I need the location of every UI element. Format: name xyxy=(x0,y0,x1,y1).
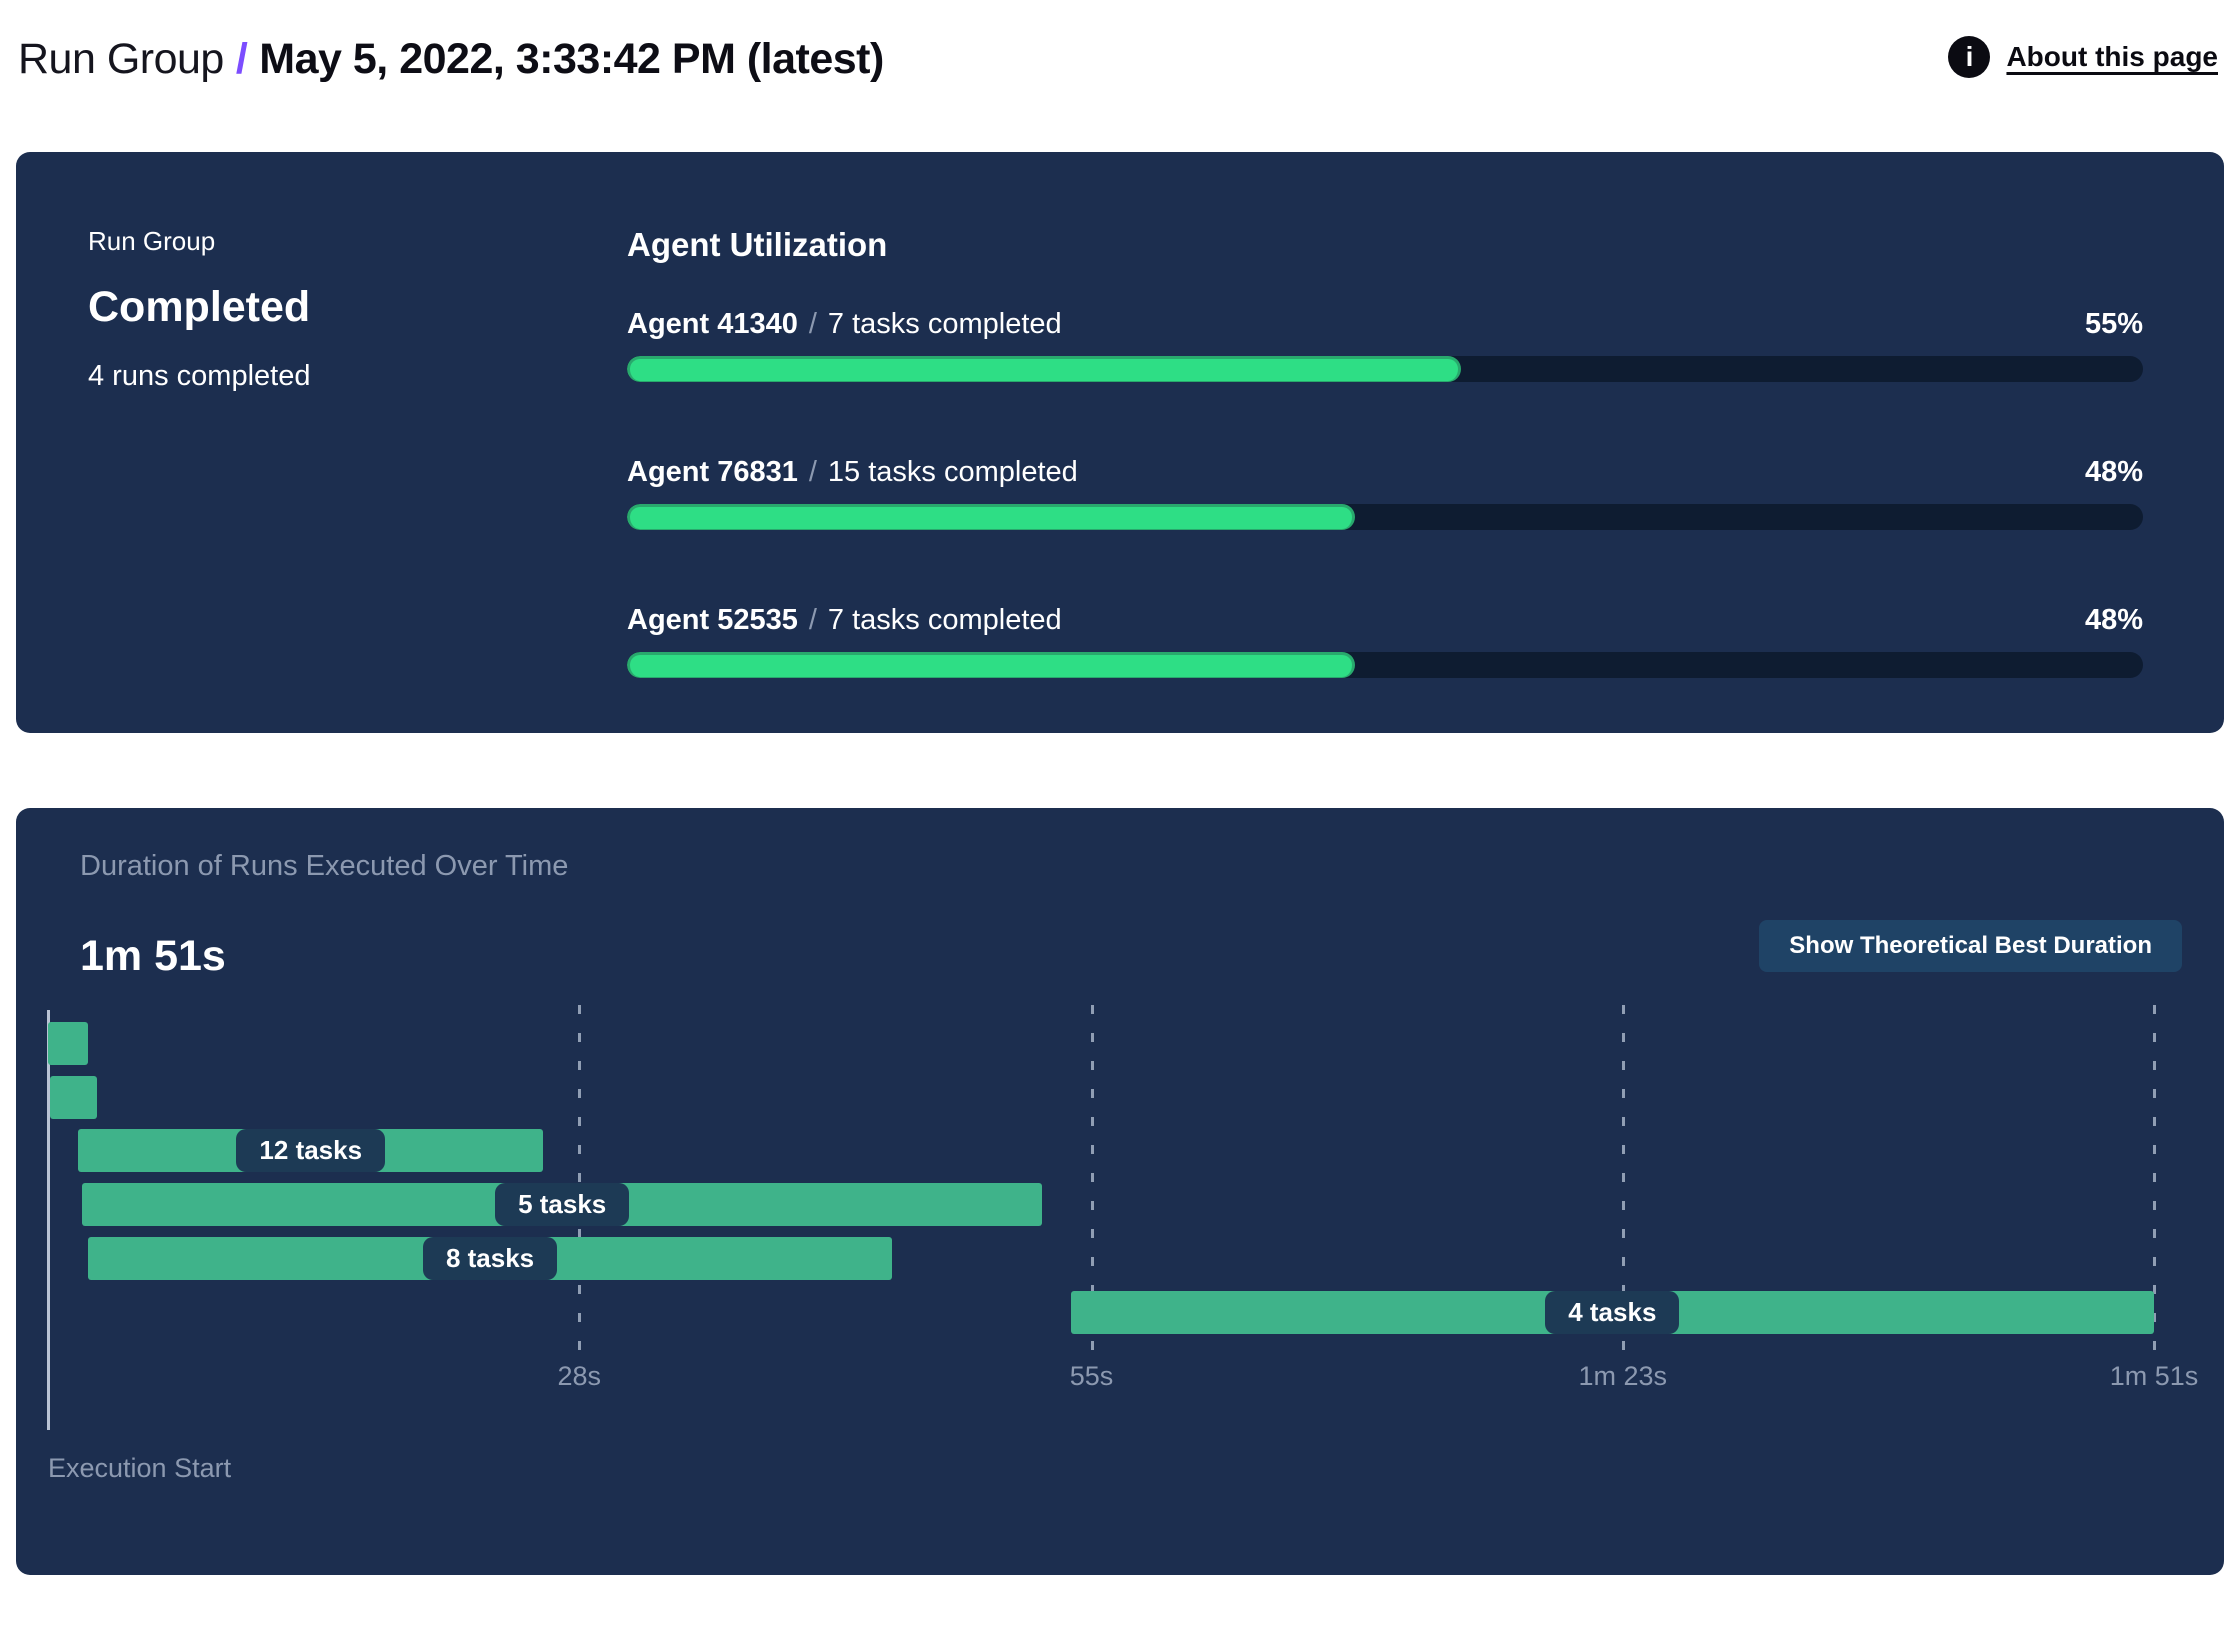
agent-label-line: Agent 52535 / 7 tasks completed 48% xyxy=(627,604,2143,637)
agent-utilization-heading: Agent Utilization xyxy=(627,226,888,263)
gantt-plot: 28s 55s 1m 23s 1m 51s 12 tasks 5 tasks 8 tasks… xyxy=(47,1005,2198,1435)
agent-utilization-percent: 55% xyxy=(2084,308,2143,340)
agent-utilization-fill xyxy=(627,356,1461,382)
time-tick-label: 28s xyxy=(557,1361,602,1391)
run-group-status: Completed xyxy=(88,283,311,331)
time-tick-label: 1m 23s xyxy=(1578,1361,1668,1391)
time-gridline xyxy=(1090,1005,1094,1353)
run-duration-bar[interactable] xyxy=(49,1075,98,1119)
breadcrumb-root: Run Group xyxy=(18,34,224,83)
agent-name: Agent 52535 xyxy=(627,604,798,636)
agent-row: Agent 52535 / 7 tasks completed 48% xyxy=(627,604,2143,678)
agent-utilization-track xyxy=(627,504,2143,530)
agent-utilization-section: Agent Utilization Agent 41340 / 7 tasks co… xyxy=(627,226,2143,733)
execution-start-label: Execution Start xyxy=(48,1453,232,1483)
run-duration-bar[interactable]: 12 tasks xyxy=(78,1129,544,1173)
run-duration-bar[interactable]: 4 tasks xyxy=(1070,1290,2154,1334)
agent-separator: / xyxy=(808,604,817,636)
agent-utilization-percent: 48% xyxy=(2084,456,2143,488)
time-tick-label: 55s xyxy=(1069,1361,1114,1391)
breadcrumb-separator: / xyxy=(235,34,248,83)
duration-chart-title: Duration of Runs Executed Over Time xyxy=(80,850,569,882)
agent-utilization-fill xyxy=(627,652,1355,678)
agent-row: Agent 76831 / 15 tasks completed 48% xyxy=(627,456,2143,530)
time-gridline xyxy=(1621,1005,1625,1353)
agent-separator: / xyxy=(808,308,817,340)
about-this-page[interactable]: i About this page xyxy=(1948,36,2218,78)
time-gridline xyxy=(578,1005,582,1353)
agent-tasks-completed: 7 tasks completed xyxy=(827,308,1062,340)
agent-utilization-percent: 48% xyxy=(2084,604,2143,636)
page-title: May 5, 2022, 3:33:42 PM (latest) xyxy=(259,34,884,83)
run-group-status-card: Run Group Completed 4 runs completed Age… xyxy=(16,152,2224,733)
about-page-link[interactable]: About this page xyxy=(2006,41,2218,72)
run-group-status-column: Run Group Completed 4 runs completed xyxy=(88,226,627,733)
agent-utilization-track xyxy=(627,356,2143,382)
breadcrumb: Run Group / May 5, 2022, 3:33:42 PM (lates… xyxy=(18,35,884,84)
run-duration-bar[interactable]: 5 tasks xyxy=(82,1183,1043,1227)
agent-separator: / xyxy=(808,456,817,488)
time-gridline xyxy=(2153,1005,2156,1353)
agent-label-line: Agent 76831 / 15 tasks completed 48% xyxy=(627,456,2143,489)
agent-utilization-fill xyxy=(627,504,1355,530)
agent-utilization-track xyxy=(627,652,2143,678)
agent-row: Agent 41340 / 7 tasks completed 55% xyxy=(627,308,2143,382)
time-tick-label: 1m 51s xyxy=(2109,1361,2199,1391)
run-duration-bar[interactable]: 8 tasks xyxy=(87,1236,893,1280)
page-header: Run Group / May 5, 2022, 3:33:42 PM (lates… xyxy=(0,0,2240,152)
total-duration-value: 1m 51s xyxy=(80,932,226,980)
execution-start-axis-line xyxy=(47,1010,50,1430)
agent-tasks-completed: 7 tasks completed xyxy=(827,604,1062,636)
run-group-label: Run Group xyxy=(88,226,216,256)
runs-completed-count: 4 runs completed xyxy=(88,360,311,392)
show-theoretical-best-duration-button[interactable]: Show Theoretical Best Duration xyxy=(1759,920,2182,972)
agent-label-line: Agent 41340 / 7 tasks completed 55% xyxy=(627,308,2143,341)
agent-utilization-list: Agent 41340 / 7 tasks completed 55% Agent 76… xyxy=(627,308,2143,678)
task-count-pill: 5 tasks xyxy=(495,1183,630,1227)
info-icon: i xyxy=(1948,36,1991,78)
agent-name: Agent 41340 xyxy=(627,308,798,340)
task-count-pill: 4 tasks xyxy=(1545,1290,1680,1334)
task-count-pill: 8 tasks xyxy=(422,1236,558,1280)
task-count-pill: 12 tasks xyxy=(236,1129,386,1173)
agent-name: Agent 76831 xyxy=(627,456,798,488)
run-duration-bar[interactable] xyxy=(48,1022,88,1065)
agent-tasks-completed: 15 tasks completed xyxy=(827,456,1078,488)
duration-card: Duration of Runs Executed Over Time 1m 5… xyxy=(16,808,2224,1575)
